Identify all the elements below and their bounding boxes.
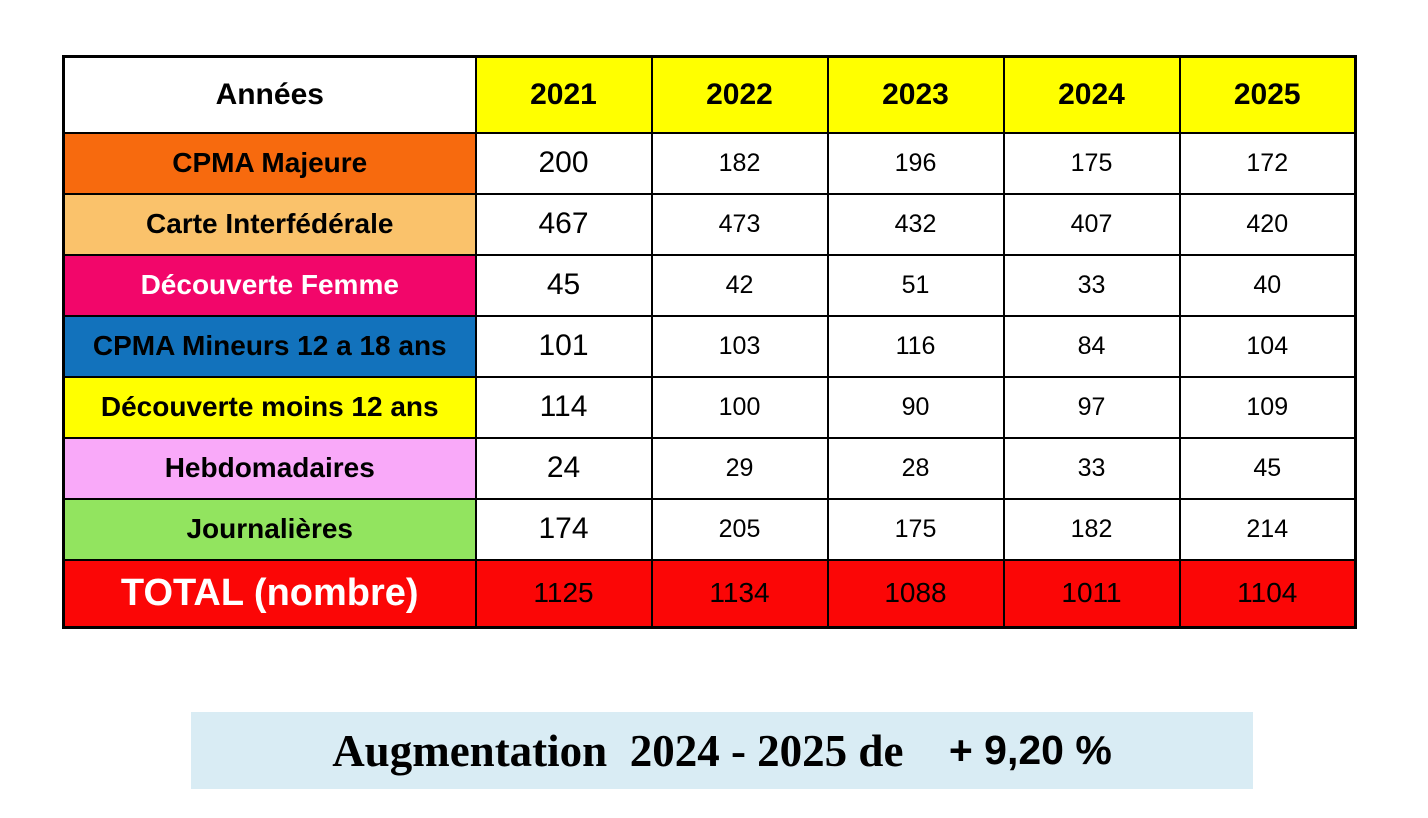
banner-text-main: Augmentation 2024 - 2025 de [332, 725, 904, 776]
column-header-2021: 2021 [474, 55, 653, 134]
total-cell: 1011 [1002, 558, 1181, 629]
table-cell: 104 [1178, 314, 1357, 378]
table-cell: 200 [474, 131, 653, 195]
table-cell: 182 [650, 131, 829, 195]
table-cell: 28 [826, 436, 1005, 500]
table-cell: 100 [650, 375, 829, 439]
row-label: Carte Interfédérale [62, 192, 477, 256]
licenses-by-year-table: Années 2021 2022 2023 2024 2025 CPMA Maj… [62, 55, 1357, 629]
table-cell: 174 [474, 497, 653, 561]
column-header-2024: 2024 [1002, 55, 1181, 134]
table-cell: 33 [1002, 436, 1181, 500]
row-label: Hebdomadaires [62, 436, 477, 500]
table-cell: 196 [826, 131, 1005, 195]
table-cell: 175 [826, 497, 1005, 561]
row-label: CPMA Majeure [62, 131, 477, 195]
table-row-decouverte-moins-12: Découverte moins 12 ans 114 100 90 97 10… [62, 375, 1357, 439]
column-header-2022: 2022 [650, 55, 829, 134]
table-cell: 24 [474, 436, 653, 500]
augmentation-banner: Augmentation 2024 - 2025 de + 9,20 % [191, 712, 1253, 789]
table-cell: 42 [650, 253, 829, 317]
table-cell: 29 [650, 436, 829, 500]
table-cell: 214 [1178, 497, 1357, 561]
row-label: Journalières [62, 497, 477, 561]
table-cell: 109 [1178, 375, 1357, 439]
banner-text-value: + 9,20 % [937, 727, 1112, 773]
table-cell: 90 [826, 375, 1005, 439]
table-cell: 407 [1002, 192, 1181, 256]
table-cell: 45 [474, 253, 653, 317]
table-row-carte-interfederale: Carte Interfédérale 467 473 432 407 420 [62, 192, 1357, 256]
table-cell: 116 [826, 314, 1005, 378]
row-label: Découverte Femme [62, 253, 477, 317]
table-cell: 473 [650, 192, 829, 256]
table-cell: 114 [474, 375, 653, 439]
total-cell: 1088 [826, 558, 1005, 629]
table-cell: 172 [1178, 131, 1357, 195]
total-row-label: TOTAL (nombre) [62, 558, 477, 629]
table-row-cpma-mineurs: CPMA Mineurs 12 a 18 ans 101 103 116 84 … [62, 314, 1357, 378]
table-cell: 97 [1002, 375, 1181, 439]
table-cell: 182 [1002, 497, 1181, 561]
table-row-cpma-majeure: CPMA Majeure 200 182 196 175 172 [62, 131, 1357, 195]
row-label: CPMA Mineurs 12 a 18 ans [62, 314, 477, 378]
table-cell: 205 [650, 497, 829, 561]
table-cell: 467 [474, 192, 653, 256]
table-row-total: TOTAL (nombre) 1125 1134 1088 1011 1104 [62, 558, 1357, 629]
column-header-2023: 2023 [826, 55, 1005, 134]
table-row-journalieres: Journalières 174 205 175 182 214 [62, 497, 1357, 561]
table-cell: 51 [826, 253, 1005, 317]
table-cell: 175 [1002, 131, 1181, 195]
table-cell: 84 [1002, 314, 1181, 378]
total-cell: 1134 [650, 558, 829, 629]
column-header-annees: Années [62, 55, 477, 134]
table-cell: 432 [826, 192, 1005, 256]
total-cell: 1125 [474, 558, 653, 629]
column-header-2025: 2025 [1178, 55, 1357, 134]
table-cell: 420 [1178, 192, 1357, 256]
table-row-decouverte-femme: Découverte Femme 45 42 51 33 40 [62, 253, 1357, 317]
table-row-hebdomadaires: Hebdomadaires 24 29 28 33 45 [62, 436, 1357, 500]
table-cell: 101 [474, 314, 653, 378]
total-cell: 1104 [1178, 558, 1357, 629]
table-header-row: Années 2021 2022 2023 2024 2025 [62, 55, 1357, 134]
row-label: Découverte moins 12 ans [62, 375, 477, 439]
table-cell: 45 [1178, 436, 1357, 500]
table-cell: 40 [1178, 253, 1357, 317]
table-cell: 103 [650, 314, 829, 378]
table-cell: 33 [1002, 253, 1181, 317]
